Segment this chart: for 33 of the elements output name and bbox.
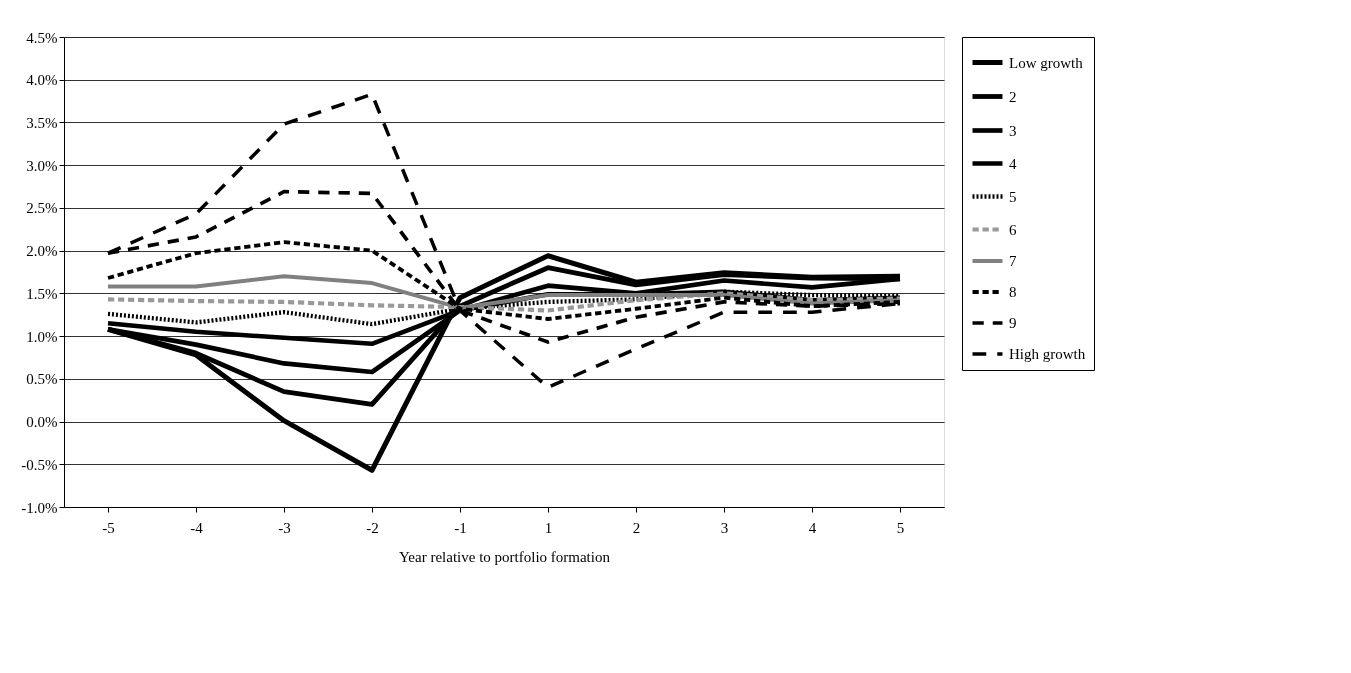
- x-tick-label: -5: [102, 519, 115, 536]
- y-tick-label: 2.5%: [26, 200, 58, 217]
- legend-label: 7: [1009, 253, 1017, 269]
- legend-label: 5: [1009, 188, 1017, 205]
- y-tick-label: 2.0%: [26, 243, 58, 260]
- y-tick-label: 3.5%: [26, 114, 58, 131]
- x-axis-title: Year relative to portfolio formation: [399, 548, 611, 565]
- legend-label: 9: [1009, 315, 1017, 331]
- x-tick-label: 3: [720, 519, 729, 536]
- legend-label: High growth: [1009, 346, 1086, 362]
- x-tick-label: -3: [278, 519, 291, 536]
- x-tick-label: 5: [896, 519, 905, 536]
- legend-label: Low growth: [1009, 54, 1084, 71]
- x-tick-label: 2: [632, 519, 641, 536]
- legend-label: 2: [1009, 88, 1017, 105]
- y-tick-label: 1.0%: [26, 328, 58, 345]
- y-tick-label: -1.0%: [21, 499, 58, 516]
- x-tick-label: -4: [190, 519, 204, 536]
- y-tick-label: 0.0%: [26, 414, 58, 431]
- y-tick-label: -0.5%: [21, 456, 58, 473]
- legend-label: 6: [1009, 221, 1017, 238]
- x-tick-label: -2: [366, 519, 379, 536]
- legend-label: 3: [1009, 122, 1017, 139]
- x-tick-label: 1: [544, 519, 553, 536]
- x-tick-label: 4: [808, 519, 817, 536]
- x-tick-label: -1: [454, 519, 467, 536]
- legend-label: 8: [1009, 284, 1017, 300]
- y-tick-label: 0.5%: [26, 371, 58, 388]
- y-tick-label: 1.5%: [26, 285, 58, 302]
- y-tick-label: 3.0%: [26, 157, 58, 174]
- y-tick-label: 4.0%: [26, 72, 58, 89]
- legend-label: 4: [1009, 155, 1017, 172]
- y-tick-label: 4.5%: [26, 29, 58, 46]
